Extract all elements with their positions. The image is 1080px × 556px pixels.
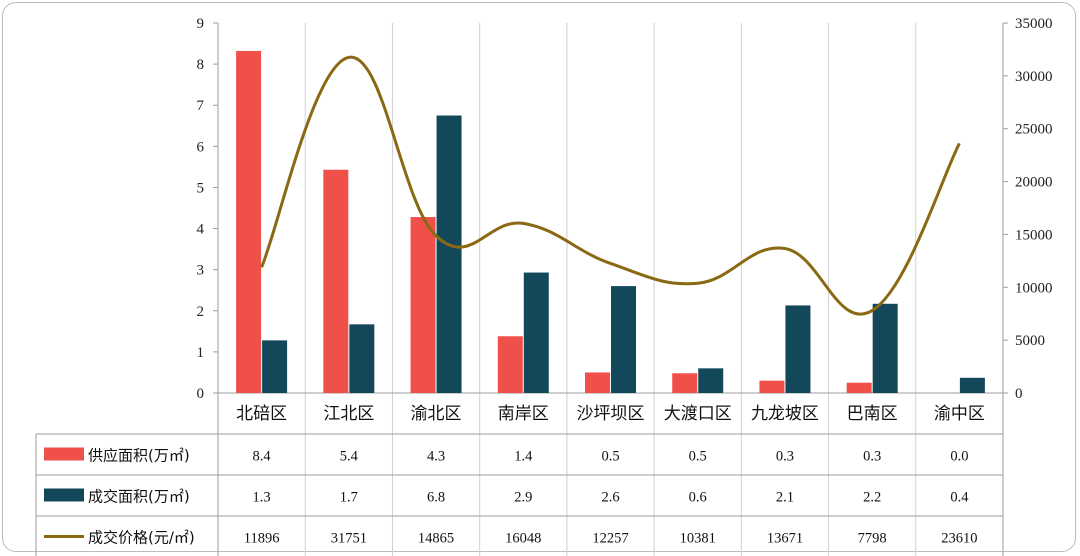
table-cell-value: 16048: [505, 531, 541, 547]
bar-deal: [959, 377, 985, 393]
table-cell-value: 0.5: [601, 449, 619, 465]
table-cell-value: 12257: [592, 531, 628, 547]
legend-key-supply: [44, 447, 84, 461]
bar-deal: [872, 303, 898, 393]
category-label: 沙坪坝区: [577, 404, 645, 424]
table-cell-value: 13671: [767, 531, 803, 547]
left-axis-tick-label: 4: [197, 222, 205, 238]
left-axis-tick-label: 1: [197, 345, 205, 361]
table-row-label: 供应面积(万㎡): [88, 447, 190, 465]
table-cell-value: 0.3: [776, 449, 794, 465]
category-label: 江北区: [323, 404, 374, 424]
left-axis-tick-label: 2: [197, 304, 205, 320]
right-axis-tick-label: 5000: [1015, 333, 1045, 349]
table-cell-value: 2.6: [601, 490, 619, 506]
bar-supply: [410, 217, 436, 393]
table-row-label: 成交面积(万㎡): [88, 488, 190, 506]
right-axis-tick-label: 30000: [1015, 69, 1053, 85]
category-label: 南岸区: [498, 404, 549, 424]
bar-supply: [846, 382, 872, 393]
bar-supply: [672, 373, 698, 393]
left-axis-tick-label: 0: [197, 386, 205, 402]
table-cell-value: 0.6: [689, 490, 707, 506]
left-axis-tick-label: 6: [197, 139, 205, 155]
right-axis-tick-label: 20000: [1015, 175, 1053, 191]
table-cell-value: 1.4: [514, 449, 533, 465]
category-label: 大渡口区: [664, 404, 732, 424]
table-cell-value: 1.7: [340, 490, 358, 506]
right-axis-tick-label: 15000: [1015, 227, 1053, 243]
table-cell-value: 1.3: [253, 490, 271, 506]
table-cell-value: 8.4: [253, 449, 272, 465]
left-axis-tick-label: 3: [197, 263, 205, 279]
price-line: [260, 55, 961, 316]
table-cell-value: 6.8: [427, 490, 445, 506]
category-label: 巴南区: [847, 404, 898, 424]
bar-deal: [785, 305, 811, 393]
bar-deal: [349, 324, 375, 393]
bar-supply: [759, 380, 785, 393]
table-cell-value: 4.3: [427, 449, 445, 465]
left-axis-tick-label: 9: [197, 16, 205, 32]
legend-key-deal: [44, 488, 84, 502]
table-cell-value: 5.4: [340, 449, 359, 465]
bar-supply: [236, 50, 262, 393]
bar-supply: [497, 336, 523, 393]
category-label: 北碚区: [236, 404, 287, 424]
bar-supply: [323, 169, 349, 393]
table-cell-value: 7798: [858, 531, 887, 547]
left-axis-tick-label: 7: [197, 98, 205, 114]
bar-deal: [698, 368, 724, 393]
table-cell-value: 2.9: [514, 490, 532, 506]
left-axis-tick-label: 8: [197, 57, 205, 73]
table-cell-value: 23610: [941, 531, 977, 547]
bar-supply: [585, 372, 610, 393]
right-axis-tick-label: 10000: [1015, 280, 1053, 296]
category-label: 渝北区: [411, 404, 462, 424]
table-cell-value: 31751: [331, 531, 367, 547]
bar-deal: [523, 272, 549, 393]
bar-deal: [262, 340, 288, 393]
left-axis-tick-label: 5: [197, 180, 205, 196]
table-cell-value: 0.0: [950, 449, 968, 465]
bar-deal: [436, 115, 462, 393]
table-cell-value: 0.3: [863, 449, 881, 465]
right-axis-tick-label: 0: [1015, 386, 1023, 402]
table-cell-value: 0.5: [689, 449, 707, 465]
table-row-label: 成交价格(元/㎡): [88, 529, 195, 547]
category-label: 九龙坡区: [751, 404, 819, 424]
right-axis-tick-label: 25000: [1015, 122, 1053, 138]
table-cell-value: 2.2: [863, 490, 881, 506]
table-cell-value: 14865: [418, 531, 454, 547]
category-label: 渝中区: [934, 404, 985, 424]
table-cell-value: 2.1: [776, 490, 794, 506]
right-axis-tick-label: 35000: [1015, 16, 1053, 32]
table-cell-value: 11896: [244, 531, 280, 547]
bar-deal: [611, 286, 636, 393]
table-cell-value: 0.4: [950, 490, 969, 506]
table-cell-value: 10381: [680, 531, 716, 547]
